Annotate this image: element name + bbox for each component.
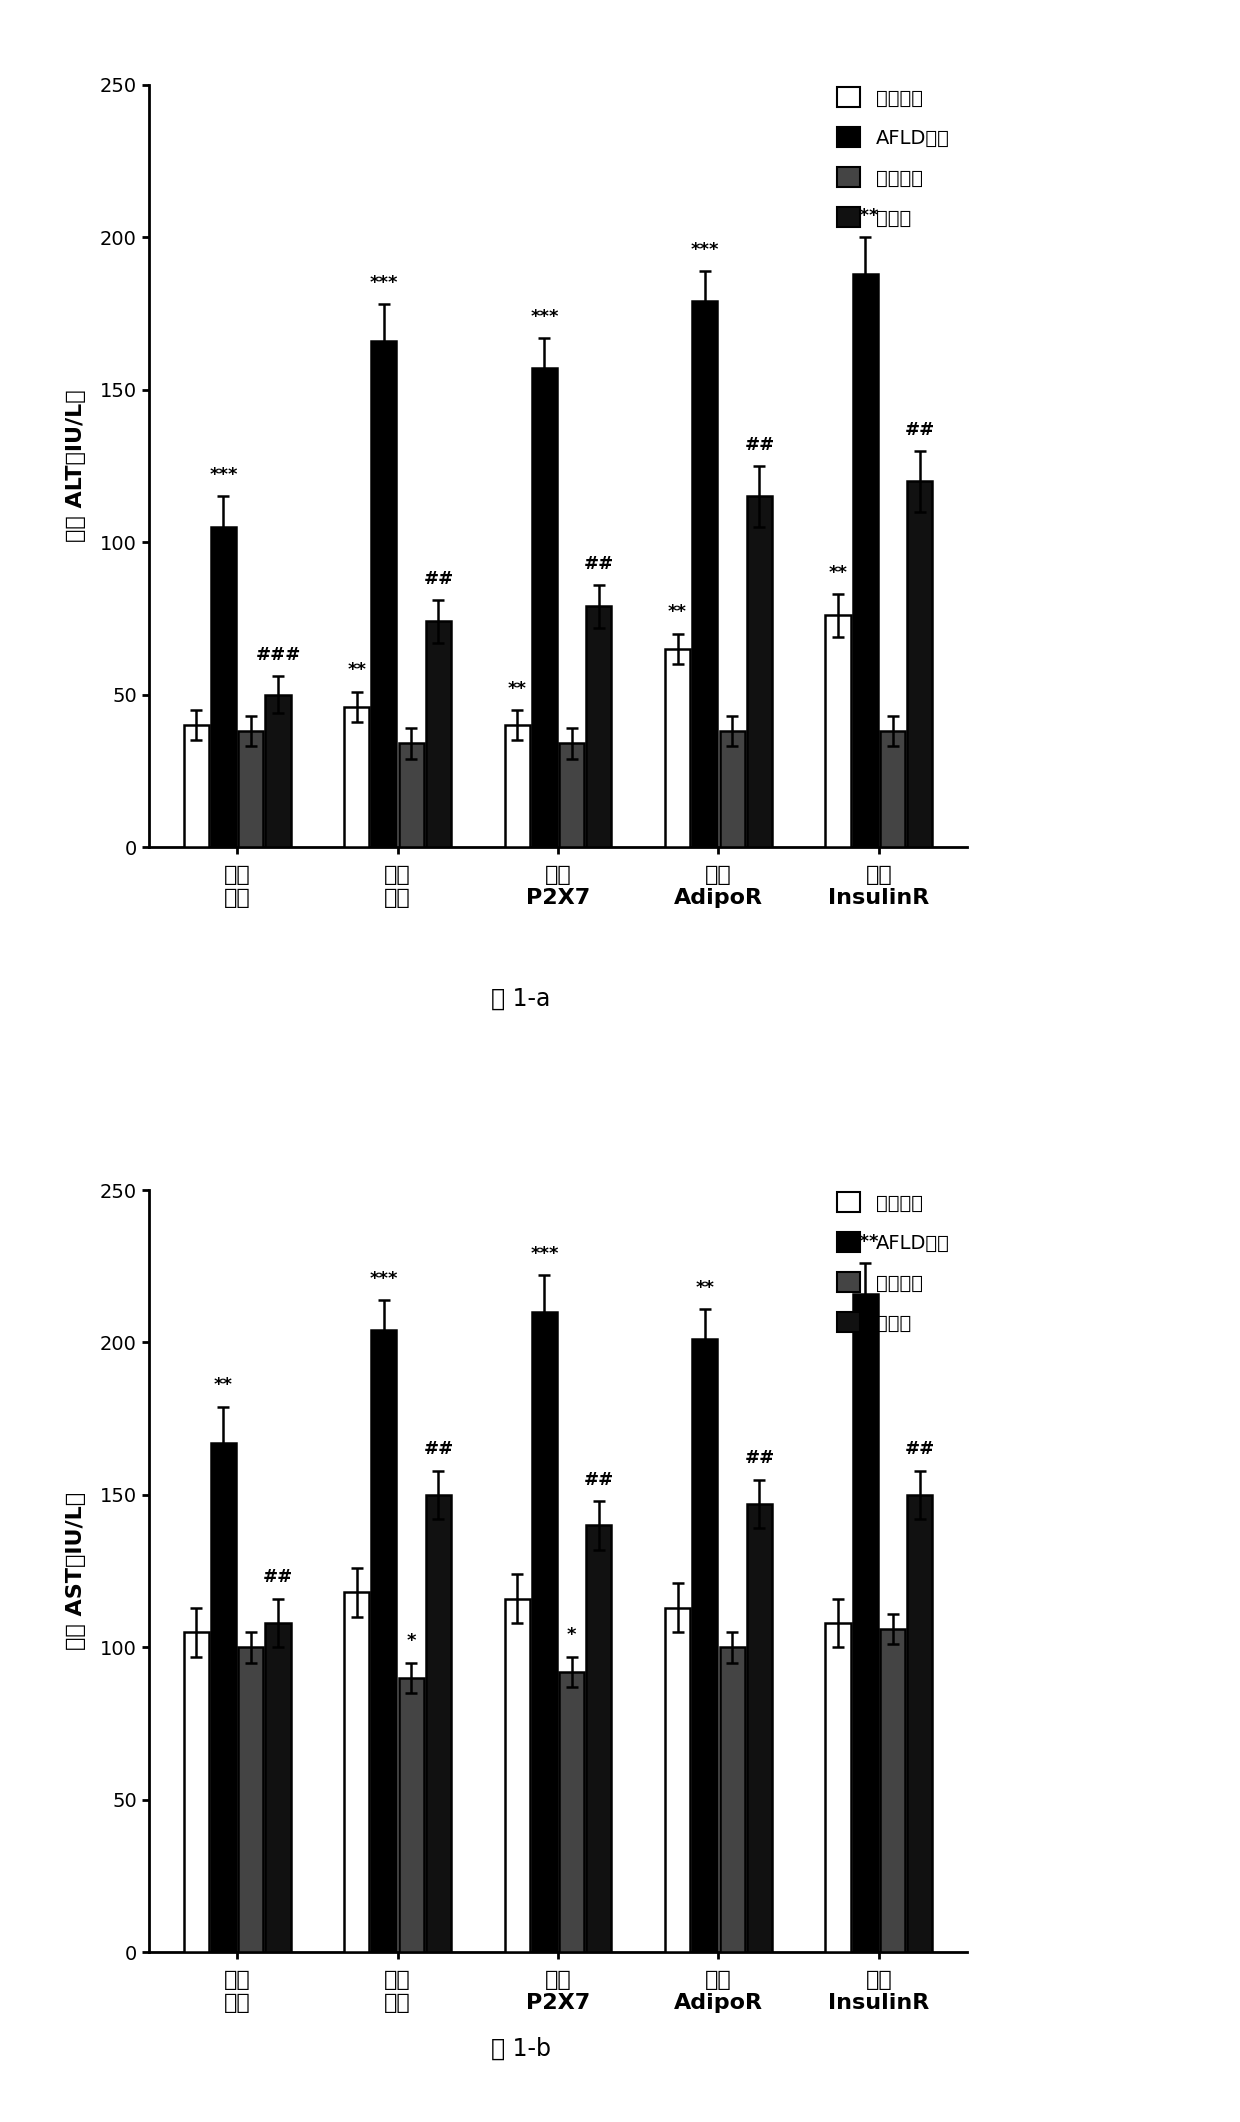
Bar: [238, 732, 263, 847]
Text: ###: ###: [255, 645, 300, 664]
Bar: [238, 1647, 263, 1952]
Text: ##: ##: [423, 571, 454, 588]
Bar: [826, 1623, 851, 1952]
Bar: [853, 274, 878, 847]
Y-axis label: 血清 AST（IU/L）: 血清 AST（IU/L）: [66, 1492, 86, 1651]
Text: ##: ##: [905, 420, 935, 439]
Text: **: **: [828, 564, 847, 581]
Bar: [211, 1443, 236, 1952]
Text: ***: ***: [531, 1246, 558, 1263]
Text: **: **: [347, 662, 366, 679]
Bar: [265, 694, 290, 847]
Bar: [343, 1592, 370, 1952]
Y-axis label: 血清 ALT（IU/L）: 血清 ALT（IU/L）: [66, 390, 86, 543]
Text: 图 1-a: 图 1-a: [491, 987, 551, 1010]
Text: ##: ##: [584, 554, 614, 573]
Bar: [532, 369, 557, 847]
Text: ***: ***: [691, 240, 719, 259]
Text: 图 1-b: 图 1-b: [491, 2037, 551, 2060]
Text: ***: ***: [851, 208, 879, 225]
Bar: [398, 743, 424, 847]
Text: **: **: [215, 1377, 233, 1394]
Bar: [505, 726, 529, 847]
Bar: [265, 1623, 290, 1952]
Bar: [425, 1494, 451, 1952]
Bar: [184, 1632, 208, 1952]
Bar: [371, 342, 397, 847]
Text: ***: ***: [531, 308, 558, 327]
Bar: [587, 607, 611, 847]
Bar: [880, 732, 905, 847]
Text: ##: ##: [744, 435, 775, 454]
Text: ##: ##: [263, 1568, 293, 1587]
Text: ##: ##: [905, 1441, 935, 1458]
Bar: [853, 1294, 878, 1952]
Bar: [532, 1311, 557, 1952]
Bar: [880, 1630, 905, 1952]
Bar: [184, 726, 208, 847]
Text: **: **: [507, 679, 527, 698]
Text: ##: ##: [584, 1471, 614, 1490]
Text: **: **: [696, 1280, 714, 1297]
Bar: [746, 497, 773, 847]
Text: ***: ***: [370, 1269, 398, 1288]
Bar: [211, 526, 236, 847]
Bar: [505, 1598, 529, 1952]
Bar: [371, 1330, 397, 1952]
Bar: [719, 732, 745, 847]
Text: ##: ##: [744, 1449, 775, 1468]
Bar: [908, 482, 932, 847]
Bar: [398, 1679, 424, 1952]
Bar: [826, 615, 851, 847]
Bar: [587, 1526, 611, 1952]
Bar: [746, 1504, 773, 1952]
Bar: [559, 743, 584, 847]
Text: ##: ##: [423, 1441, 454, 1458]
Text: *: *: [407, 1632, 415, 1651]
Text: **: **: [668, 603, 687, 622]
Legend: 空白对照, AFLD模型, 阳性对照, 治疗组: 空白对照, AFLD模型, 阳性对照, 治疗组: [830, 1184, 957, 1341]
Bar: [719, 1647, 745, 1952]
Bar: [665, 1608, 691, 1952]
Text: ***: ***: [370, 274, 398, 293]
Bar: [908, 1494, 932, 1952]
Legend: 空白对照, AFLD模型, 阳性对照, 治疗组: 空白对照, AFLD模型, 阳性对照, 治疗组: [830, 79, 957, 236]
Bar: [559, 1672, 584, 1952]
Bar: [692, 301, 718, 847]
Bar: [343, 707, 370, 847]
Bar: [425, 622, 451, 847]
Text: ***: ***: [851, 1233, 879, 1252]
Text: *: *: [567, 1625, 577, 1645]
Bar: [692, 1339, 718, 1952]
Text: ***: ***: [210, 467, 238, 484]
Bar: [665, 649, 691, 847]
